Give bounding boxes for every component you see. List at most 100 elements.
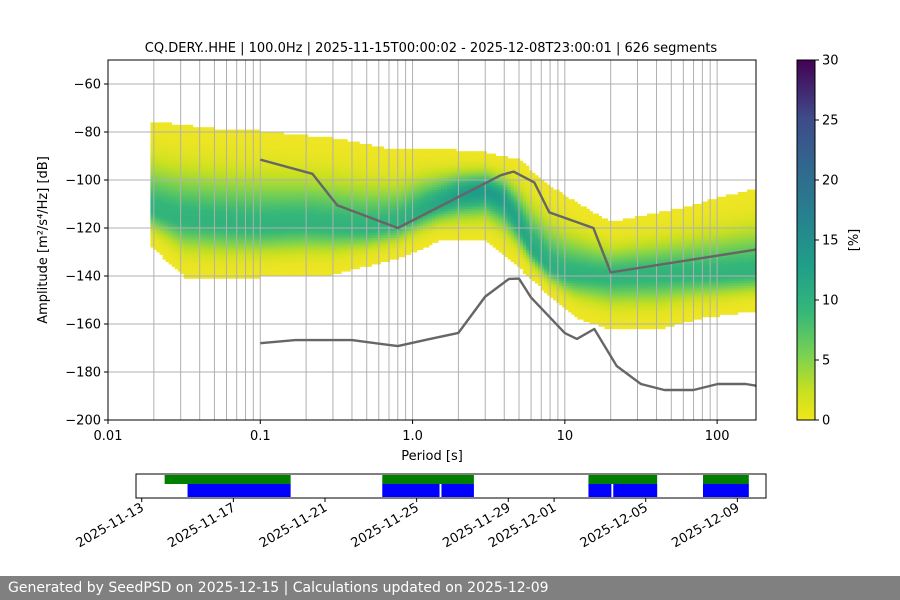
density-cell: [241, 208, 245, 212]
density-cell: [274, 220, 279, 224]
density-cell: [362, 228, 366, 231]
density-cell: [226, 230, 230, 234]
density-cell: [223, 252, 227, 255]
density-cell: [295, 247, 300, 250]
density-cell: [347, 247, 351, 250]
density-cell: [226, 276, 230, 279]
density-cell: [332, 146, 336, 150]
density-cell: [371, 156, 375, 159]
density-cell: [371, 182, 375, 186]
density-cell: [310, 180, 315, 183]
density-cell: [204, 259, 209, 262]
density-cell: [256, 211, 260, 214]
density-cell: [177, 153, 182, 157]
density-cell: [247, 136, 251, 140]
density-cell: [253, 194, 257, 198]
density-cell: [286, 204, 291, 207]
density-cell: [283, 261, 288, 265]
density-cell: [153, 235, 157, 238]
density-cell: [189, 235, 194, 238]
density-cell: [332, 211, 336, 214]
density-cell: [289, 172, 294, 176]
density-cell: [180, 132, 185, 135]
density-cell: [289, 151, 294, 154]
density-cell: [241, 206, 245, 210]
density-cell: [271, 249, 275, 253]
density-cell: [223, 218, 227, 222]
density-cell: [217, 189, 221, 193]
density-cell: [301, 160, 306, 164]
density-cell: [283, 204, 288, 207]
density-cell: [189, 196, 194, 200]
density-cell: [329, 146, 333, 150]
density-cell: [159, 249, 163, 253]
density-cell: [268, 136, 272, 140]
density-cell: [283, 266, 288, 270]
density-cell: [223, 266, 227, 270]
density-cell: [371, 242, 375, 246]
density-cell: [320, 204, 324, 207]
density-cell: [362, 220, 366, 224]
density-cell: [356, 148, 360, 152]
density-cell: [174, 232, 179, 236]
density-cell: [265, 153, 269, 157]
density-cell: [171, 177, 176, 181]
density-cell: [165, 194, 170, 198]
density-cell: [286, 218, 291, 222]
density-cell: [159, 177, 163, 181]
density-cell: [198, 141, 203, 145]
density-cell: [380, 170, 384, 174]
density-cell: [271, 146, 275, 150]
density-cell: [195, 232, 200, 236]
density-cell: [335, 259, 339, 262]
density-cell: [362, 256, 366, 260]
density-cell: [320, 158, 324, 162]
density-cell: [183, 158, 188, 162]
density-cell: [150, 172, 154, 176]
density-cell: [274, 172, 279, 176]
density-cell: [226, 225, 230, 229]
density-cell: [271, 163, 275, 166]
density-cell: [320, 211, 324, 214]
density-cell: [265, 184, 269, 188]
density-cell: [168, 170, 173, 174]
density-cell: [153, 177, 157, 181]
density-cell: [362, 170, 366, 174]
density-cell: [374, 153, 378, 157]
density-cell: [313, 216, 318, 219]
density-cell: [313, 148, 318, 152]
density-cell: [207, 273, 212, 277]
density-cell: [374, 244, 378, 248]
density-cell: [238, 134, 242, 138]
density-cell: [277, 204, 282, 207]
density-cell: [156, 132, 160, 135]
density-cell: [226, 218, 230, 222]
density-cell: [217, 206, 221, 210]
density-cell: [362, 261, 366, 265]
density-cell: [307, 199, 312, 202]
density-cell: [165, 141, 170, 145]
density-cell: [274, 206, 279, 210]
density-cell: [401, 252, 406, 255]
density-cell: [283, 136, 288, 140]
density-cell: [256, 139, 260, 142]
density-cell: [271, 189, 275, 193]
density-cell: [244, 165, 248, 169]
density-cell: [217, 132, 221, 135]
density-cell: [241, 256, 245, 260]
density-cell: [226, 192, 230, 195]
density-cell: [329, 177, 333, 181]
density-cell: [238, 230, 242, 234]
density-cell: [162, 168, 166, 171]
density-cell: [371, 247, 375, 250]
density-cell: [268, 139, 272, 142]
density-cell: [371, 163, 375, 166]
density-cell: [401, 242, 406, 246]
density-cell: [244, 276, 248, 279]
density-cell: [214, 247, 218, 250]
density-cell: [307, 187, 312, 190]
density-cell: [313, 146, 318, 150]
density-cell: [329, 170, 333, 174]
density-cell: [159, 163, 163, 166]
density-cell: [156, 184, 160, 188]
